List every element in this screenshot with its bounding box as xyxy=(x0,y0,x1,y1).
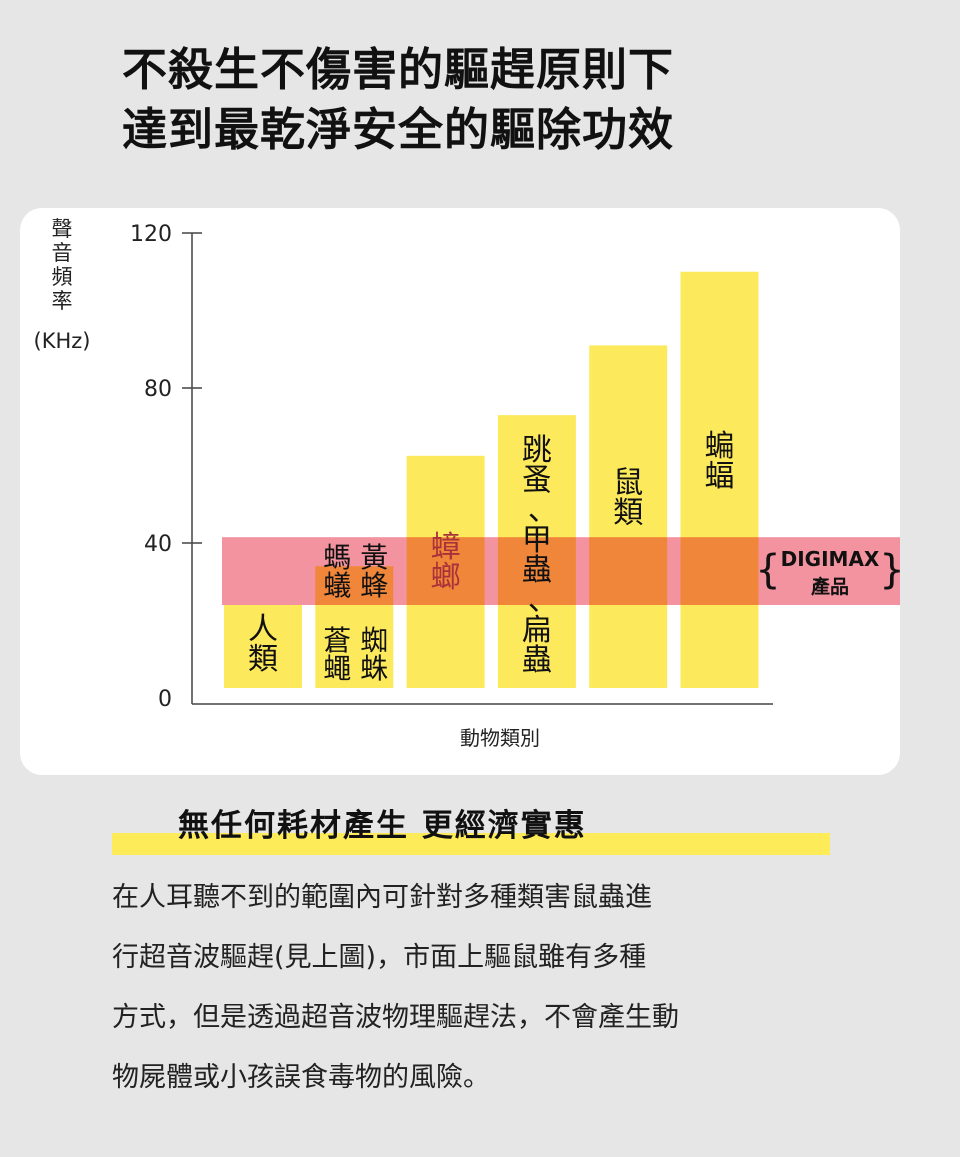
bar-label: 類 xyxy=(613,495,643,530)
y-axis-label: 率 xyxy=(52,289,73,313)
y-tick-label: 80 xyxy=(144,377,172,402)
bar-label: 蟑 xyxy=(431,530,461,565)
description-line: 行超音波驅趕(見上圖)，市面上驅鼠雖有多種 xyxy=(112,942,647,973)
bar-label: 蝙 xyxy=(705,429,735,464)
section-subtitle: 無任何耗材產生 更經濟實惠 xyxy=(178,808,587,844)
band-label: DIGIMAX xyxy=(781,547,880,571)
bar-label: 蚤 xyxy=(522,463,552,498)
y-tick-label: 40 xyxy=(144,532,172,557)
y-tick-label: 0 xyxy=(158,687,172,712)
digimax-frequency-band xyxy=(222,537,900,605)
bar-label: 蟲 xyxy=(522,553,552,588)
bar-label: 蒼 xyxy=(323,624,351,657)
y-tick-label: 120 xyxy=(130,222,172,247)
bar-label: 、 xyxy=(528,583,558,618)
description: 在人耳聽不到的範圍內可針對多種類害鼠蟲進 行超音波驅趕(見上圖)，市面上驅鼠雖有… xyxy=(112,868,872,1108)
bar-label: 黃 xyxy=(360,541,388,574)
bar-label: 、 xyxy=(528,493,558,528)
bar xyxy=(589,345,668,688)
bar-label: 蝠 xyxy=(705,459,735,494)
bar-label: 跳 xyxy=(522,433,552,468)
y-axis-label: 聲 xyxy=(52,217,73,241)
description-line: 方式，但是透過超音波物理驅趕法，不會產生動 xyxy=(112,1002,679,1033)
y-axis-label: 音 xyxy=(52,241,73,265)
page-title: 不殺生不傷害的驅趕原則下 達到最乾淨安全的驅除功效 xyxy=(122,40,674,160)
bar-label: 螞 xyxy=(323,541,351,574)
bar-label: 扁 xyxy=(522,613,552,648)
title-line: 達到最乾淨安全的驅除功效 xyxy=(122,103,675,156)
title-line: 不殺生不傷害的驅趕原則下 xyxy=(122,43,675,96)
bar xyxy=(224,605,302,688)
x-axis-label: 動物類別 xyxy=(460,726,540,750)
bar-label: 蟻 xyxy=(323,569,351,602)
bar-label: 類 xyxy=(248,642,278,677)
bar-label: 蜂 xyxy=(360,569,388,602)
y-axis-label: 頻 xyxy=(52,265,73,289)
bar xyxy=(680,271,759,688)
bar-label: 鼠 xyxy=(613,465,643,500)
bar-label: 蛛 xyxy=(360,652,388,685)
bar-label: 蟲 xyxy=(522,643,552,678)
bar-label: 蠅 xyxy=(323,652,351,685)
y-axis-unit: (KHz) xyxy=(34,329,91,353)
description-line: 物屍體或小孩誤食毒物的風險。 xyxy=(112,1062,490,1093)
brace-left: { xyxy=(755,547,780,593)
frequency-chart: 聲音頻率(KHz)04080120動物類別人類螞蟻蒼蠅黃蜂蜘蛛蟑螂跳蚤、甲蟲、扁… xyxy=(34,217,905,750)
description-line: 在人耳聽不到的範圍內可針對多種類害鼠蟲進 xyxy=(112,882,652,913)
subtitle-highlight xyxy=(112,833,830,855)
bar-label: 人 xyxy=(248,612,278,647)
brace-right: } xyxy=(879,547,904,593)
bar-label: 甲 xyxy=(522,523,552,558)
band-label: 產品 xyxy=(811,575,849,598)
bar-label: 螂 xyxy=(431,560,461,595)
bar-label: 蜘 xyxy=(360,624,388,657)
